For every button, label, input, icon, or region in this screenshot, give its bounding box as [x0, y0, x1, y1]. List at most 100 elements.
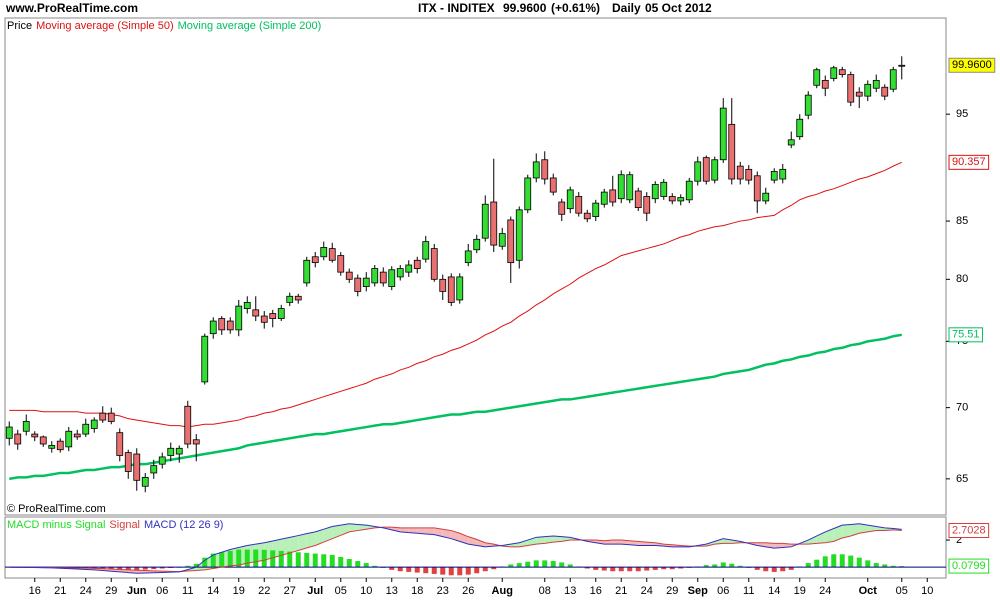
macd-signal-fill: [357, 524, 367, 531]
histogram-bar: [253, 549, 259, 568]
x-tick-label: 21: [54, 585, 66, 597]
macd-signal-fill: [519, 540, 528, 547]
candle-body: [626, 174, 634, 201]
histogram-bar: [780, 567, 786, 572]
candle-body: [532, 161, 540, 179]
price-change: (+0.61%): [551, 1, 600, 15]
histogram-bar: [338, 556, 344, 568]
candle-body: [396, 268, 404, 278]
value-box-label: 75.51: [952, 329, 980, 341]
candle-body: [507, 219, 515, 264]
histogram-bar: [873, 563, 879, 568]
candle-body: [430, 248, 438, 280]
macd-signal-fill: [816, 531, 826, 544]
histogram-bar: [771, 567, 777, 572]
candle-body: [48, 445, 56, 449]
histogram-bar: [210, 553, 216, 568]
instrument: ITX - INDITEX: [418, 1, 495, 15]
legend-entry: MACD (12 26 9): [144, 519, 223, 531]
candle-body: [515, 209, 523, 261]
macd-signal-fill: [782, 543, 792, 548]
candle-body: [524, 177, 532, 211]
histogram-bar: [142, 567, 148, 570]
histogram-bar: [635, 567, 641, 572]
candle-body: [5, 426, 13, 439]
macd-signal-fill: [451, 530, 460, 542]
x-tick-label: 22: [258, 585, 270, 597]
candle-body: [82, 423, 90, 435]
candle-body: [277, 308, 285, 319]
candle-body: [566, 189, 574, 210]
candle-body: [583, 212, 591, 220]
candle-body: [311, 256, 319, 264]
histogram-bar: [355, 561, 361, 568]
y-tick-label: 85: [956, 215, 968, 227]
x-tick-label: 11: [743, 585, 754, 597]
histogram-bar: [363, 563, 369, 568]
histogram-bar: [533, 560, 539, 568]
histogram-bar: [890, 565, 896, 568]
candle-body: [167, 447, 175, 456]
candle-body: [107, 412, 115, 422]
candle-body: [694, 161, 702, 182]
value-box: [948, 558, 990, 574]
macd-signal-fill: [774, 543, 783, 549]
x-tick-label: 10: [921, 585, 933, 597]
candle-body: [303, 259, 311, 284]
histogram-bar: [856, 557, 862, 568]
candle-body: [90, 419, 98, 429]
candle-body: [235, 305, 243, 331]
histogram-bar: [202, 557, 208, 568]
candle-body: [473, 238, 481, 251]
x-tick-label: 05: [335, 585, 347, 597]
candle-body: [22, 421, 30, 432]
histogram-bar: [703, 565, 709, 568]
macd-signal-fill: [833, 525, 843, 542]
x-tick-label: 11: [182, 585, 193, 597]
candle-body: [830, 67, 838, 79]
histogram-bar: [567, 564, 573, 568]
candle-body: [490, 201, 498, 246]
x-tick-label: 19: [233, 585, 245, 597]
candle-body: [745, 168, 753, 181]
candle-body: [677, 197, 685, 202]
candle-body: [269, 313, 277, 319]
candle-body: [787, 139, 795, 146]
macd-signal-fill: [867, 525, 877, 532]
histogram-bar: [389, 567, 395, 570]
period: Daily: [612, 1, 641, 15]
candle-body: [14, 433, 22, 445]
histogram-bar: [584, 567, 590, 569]
x-tick-label: 13: [564, 585, 576, 597]
value-box-label: 2.7028: [952, 524, 986, 536]
macd-signal-fill: [604, 540, 613, 545]
macd-signal-fill: [527, 537, 537, 546]
candle-body: [124, 452, 132, 472]
macd-signal-fill: [442, 529, 452, 539]
macd-panel: [4, 516, 947, 579]
macd-signal-fill: [391, 527, 401, 532]
value-box-label: 99.9600: [952, 59, 992, 71]
histogram-bar: [185, 565, 191, 568]
candle-body: [328, 248, 336, 261]
histogram-bar: [848, 555, 854, 568]
histogram-bar: [482, 567, 488, 572]
histogram-bar: [831, 554, 837, 568]
macd-signal-fill: [408, 527, 418, 534]
histogram-bar: [100, 567, 106, 570]
macd-line: [9, 526, 902, 573]
candle-body: [405, 264, 413, 273]
candle-body: [685, 180, 693, 201]
histogram-bar: [542, 560, 548, 568]
candle-body: [804, 94, 812, 116]
histogram-bar: [593, 567, 599, 570]
histogram-bar: [440, 567, 446, 575]
candle-body: [753, 175, 761, 202]
histogram-bar: [805, 563, 811, 568]
histogram-bar: [448, 567, 454, 576]
x-tick-label: 14: [768, 585, 780, 597]
candle-body: [31, 433, 39, 438]
candle-body: [388, 269, 396, 287]
histogram-bar: [372, 565, 378, 568]
